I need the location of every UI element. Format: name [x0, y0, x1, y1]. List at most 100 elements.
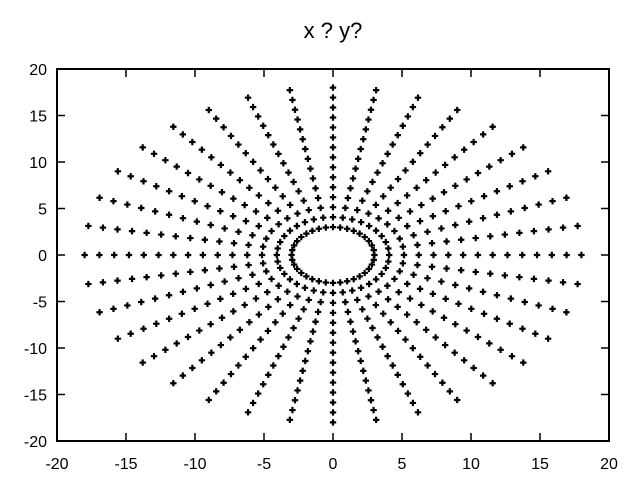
data-point — [208, 154, 215, 161]
data-point — [294, 116, 301, 123]
data-point — [367, 397, 375, 404]
data-point — [329, 319, 337, 326]
data-point — [254, 390, 262, 397]
data-point — [354, 347, 362, 355]
data-point — [578, 251, 585, 259]
data-point — [263, 235, 270, 242]
data-point — [364, 188, 371, 195]
data-point — [457, 236, 465, 243]
data-point — [394, 327, 402, 335]
data-point — [370, 406, 377, 414]
data-point — [150, 150, 158, 158]
data-point — [275, 352, 282, 360]
data-point — [530, 227, 538, 235]
data-point — [96, 194, 103, 201]
data-point — [438, 225, 445, 232]
data-point — [246, 184, 253, 192]
data-point — [329, 124, 337, 131]
data-point — [140, 178, 147, 185]
data-point — [378, 270, 385, 278]
data-point — [99, 279, 107, 286]
data-point — [409, 103, 417, 111]
data-point — [454, 396, 461, 404]
data-point — [302, 357, 309, 365]
data-point — [329, 203, 337, 211]
data-point — [497, 346, 504, 353]
x-tick-label: 15 — [531, 456, 549, 473]
data-point — [245, 241, 252, 249]
data-point — [275, 282, 282, 289]
data-point — [368, 261, 376, 268]
data-point — [409, 158, 417, 166]
data-point — [441, 161, 449, 169]
data-point — [329, 349, 337, 356]
data-point — [352, 165, 359, 172]
data-point — [329, 154, 337, 161]
data-point — [463, 176, 470, 183]
data-point — [280, 343, 287, 350]
data-point — [455, 300, 462, 308]
data-point — [309, 328, 317, 335]
data-point — [459, 251, 467, 259]
data-point — [535, 201, 542, 208]
data-point — [446, 388, 454, 395]
data-point — [290, 324, 297, 332]
data-point — [470, 138, 477, 146]
x-tick-label: 0 — [329, 456, 338, 473]
data-point — [170, 251, 177, 259]
data-point — [343, 278, 351, 285]
data-point — [138, 204, 145, 212]
y-tick-label: -10 — [24, 341, 47, 358]
data-point — [110, 197, 117, 205]
data-point — [162, 346, 169, 353]
data-point — [359, 306, 366, 313]
data-point — [284, 215, 291, 222]
data-point — [440, 189, 448, 196]
data-point — [438, 278, 445, 285]
data-point — [302, 145, 309, 153]
data-point — [455, 202, 462, 210]
data-point — [384, 352, 391, 360]
data-point — [329, 164, 337, 171]
data-point — [409, 399, 417, 407]
data-point — [474, 333, 482, 341]
data-point — [399, 243, 407, 250]
data-point — [187, 234, 194, 242]
data-point — [299, 367, 306, 374]
data-point — [290, 261, 298, 268]
data-point — [563, 309, 570, 316]
data-point — [329, 114, 337, 121]
data-point — [165, 188, 173, 195]
data-point — [310, 287, 317, 294]
data-point — [241, 301, 248, 309]
data-point — [294, 293, 301, 300]
data-point — [344, 308, 352, 316]
data-point — [443, 265, 450, 272]
data-point — [344, 194, 352, 202]
data-point — [422, 176, 430, 184]
data-point — [179, 214, 187, 222]
data-point — [320, 289, 327, 296]
data-point — [317, 298, 324, 306]
data-point — [110, 305, 117, 313]
data-point — [299, 136, 306, 143]
data-point — [361, 233, 368, 241]
data-point — [260, 122, 267, 129]
data-point — [143, 273, 150, 281]
data-point — [387, 184, 394, 191]
data-point — [396, 235, 403, 242]
data-point — [372, 227, 380, 234]
data-point — [487, 270, 494, 277]
data-point — [384, 221, 391, 228]
data-point — [329, 213, 337, 221]
data-point — [440, 314, 448, 321]
data-point — [329, 339, 337, 346]
data-point — [307, 338, 314, 345]
data-point — [563, 194, 570, 201]
data-point — [364, 315, 371, 322]
data-point — [384, 207, 392, 214]
data-point — [391, 227, 398, 235]
data-point — [402, 167, 409, 174]
data-point — [198, 146, 206, 153]
data-point — [249, 158, 257, 166]
